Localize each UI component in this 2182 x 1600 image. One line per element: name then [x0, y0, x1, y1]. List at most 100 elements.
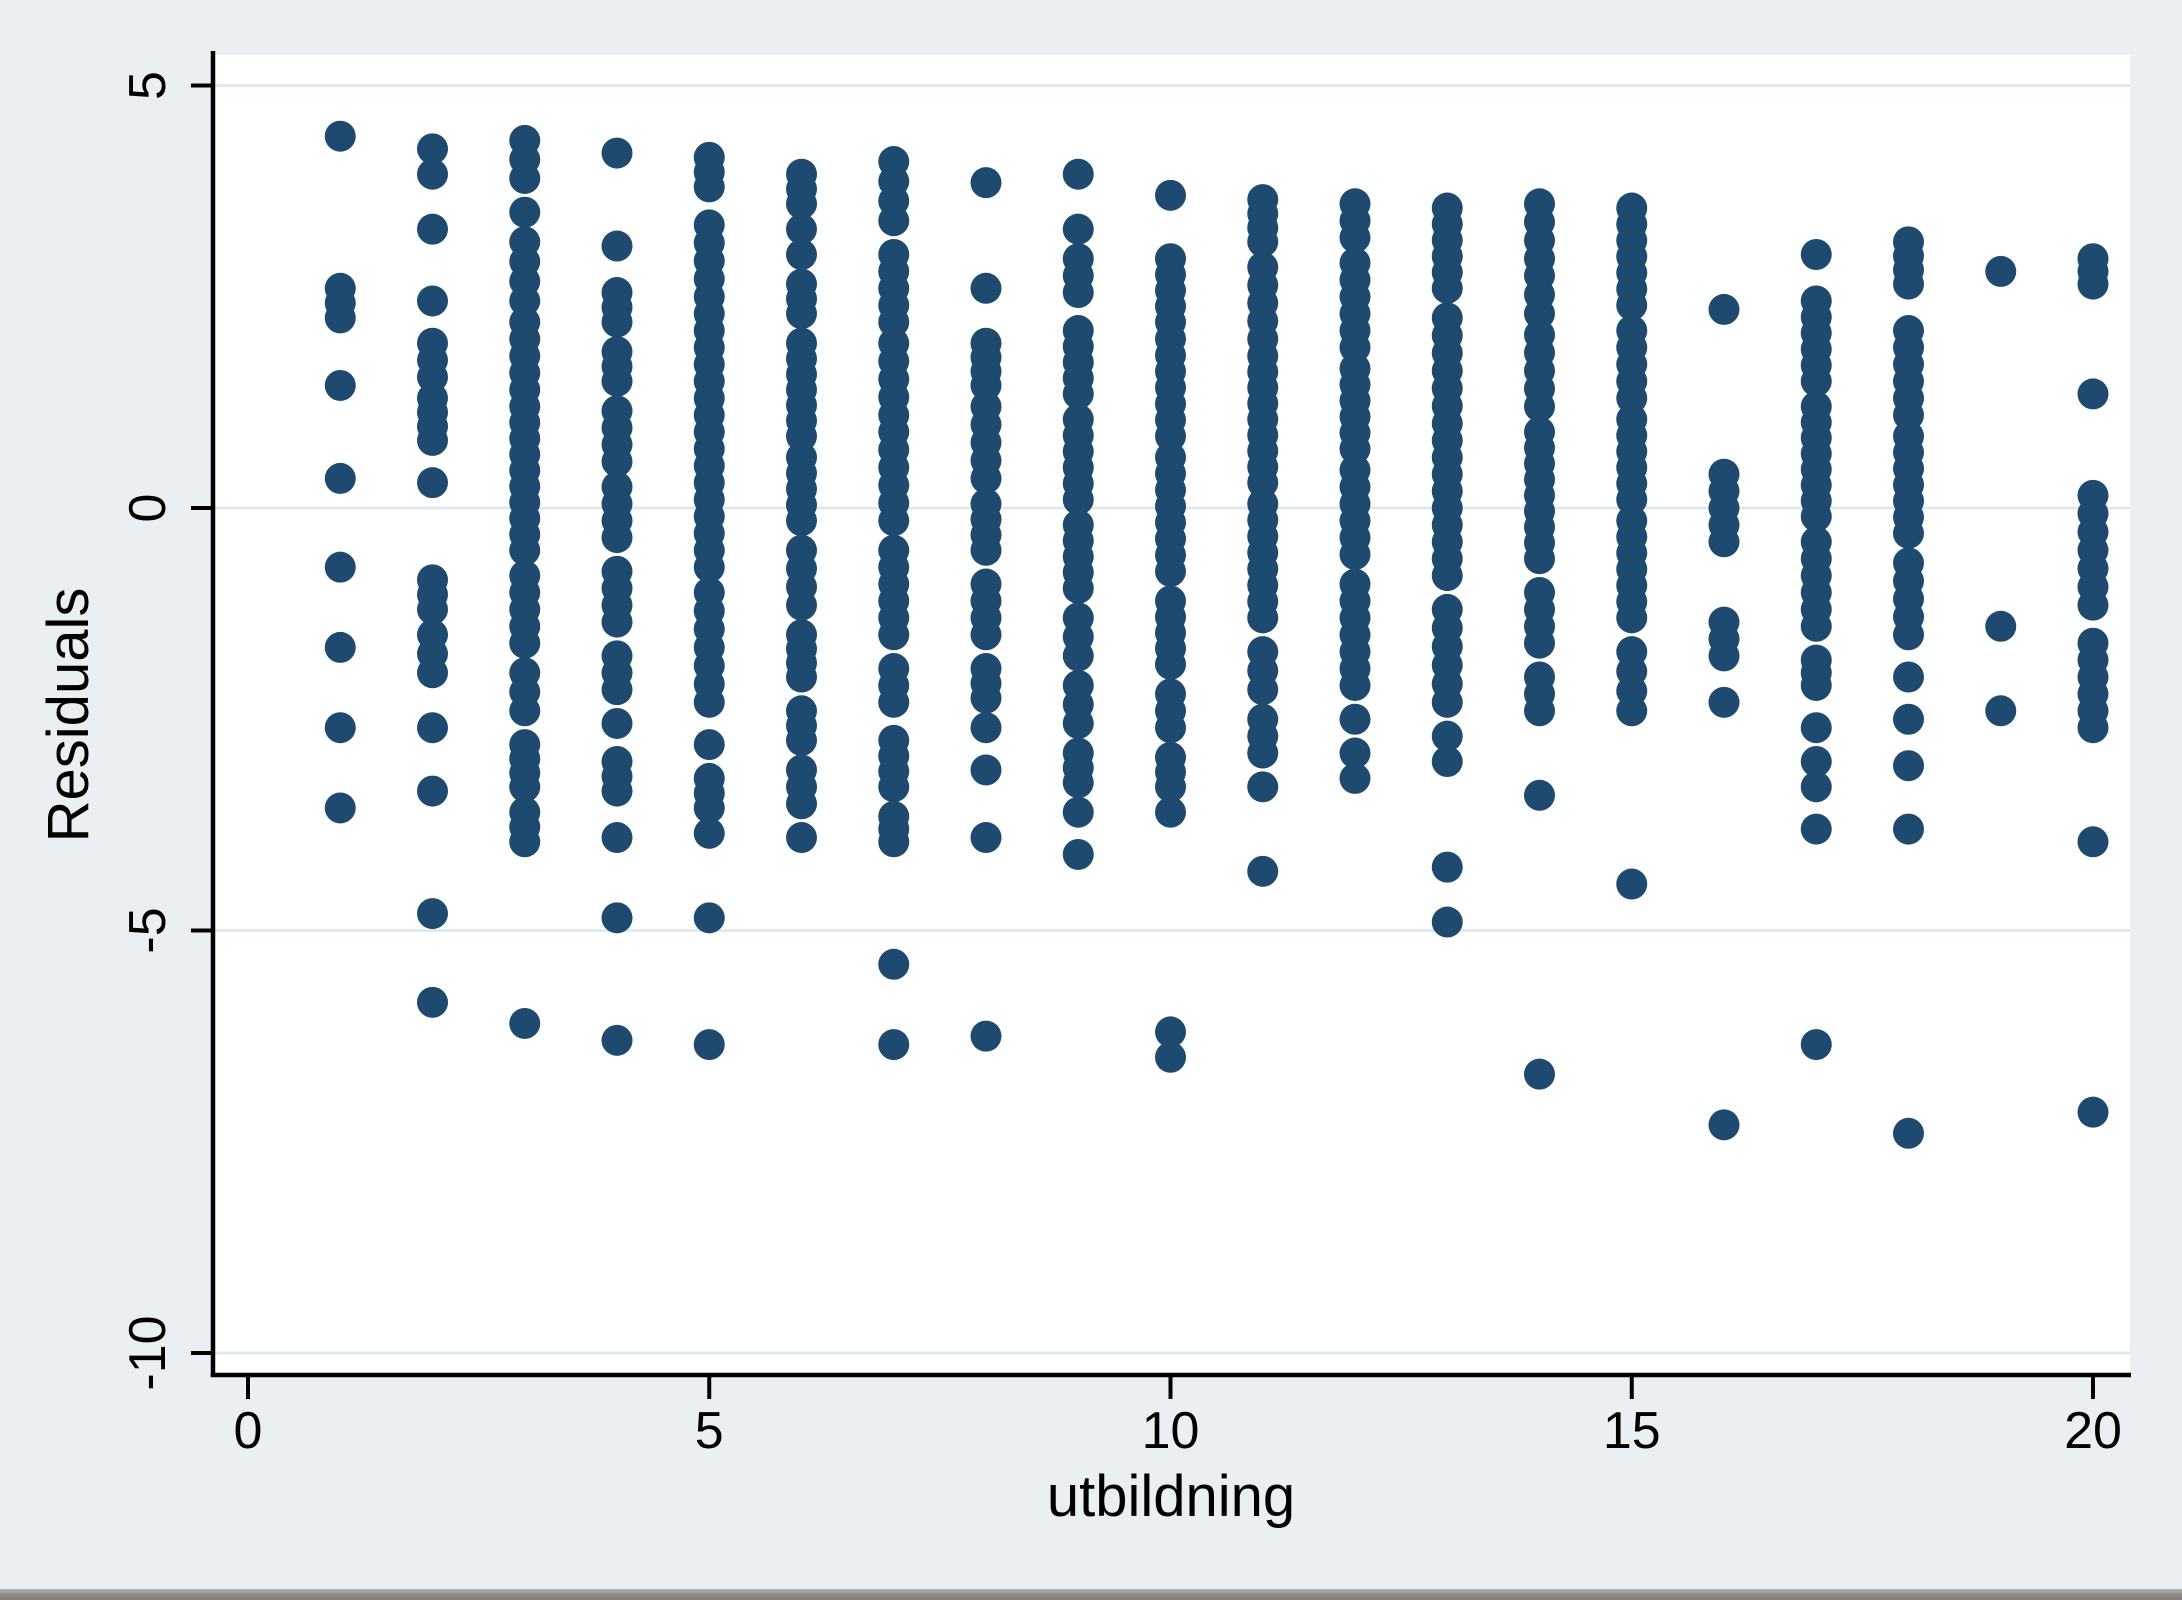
data-point [1155, 796, 1186, 828]
data-point [324, 631, 356, 663]
data-point [1062, 158, 1094, 190]
data-point [1524, 1058, 1555, 1090]
data-point [601, 902, 633, 934]
x-tick-label-20: 20 [2064, 1402, 2122, 1460]
data-point [601, 522, 633, 554]
data-point [1893, 619, 1924, 651]
data-point [509, 196, 541, 228]
data-point [1247, 226, 1279, 258]
data-point [1708, 640, 1740, 672]
data-point [693, 729, 725, 761]
data-point [693, 1029, 725, 1061]
data-point [324, 120, 356, 152]
data-point [786, 788, 817, 820]
data-point [786, 589, 817, 621]
data-point [417, 657, 448, 689]
data-point [1524, 779, 1555, 811]
data-point [1062, 378, 1094, 410]
data-point [1339, 669, 1371, 701]
data-point [1708, 526, 1740, 558]
data-point [1062, 640, 1094, 672]
data-point [1800, 365, 1832, 397]
data-point [1062, 277, 1094, 309]
data-point [601, 365, 633, 397]
data-point [324, 551, 356, 583]
data-point [1155, 771, 1186, 803]
data-point [1800, 746, 1832, 777]
data-point [509, 534, 541, 566]
data-point [1062, 707, 1094, 739]
y-tick-marks [191, 83, 213, 1355]
x-tick-labels: 0 5 10 15 20 [234, 1402, 2122, 1460]
data-point [417, 133, 448, 165]
data-point [878, 686, 910, 718]
data-point [417, 213, 448, 245]
data-point [1247, 771, 1279, 803]
data-point [878, 771, 910, 803]
data-point [1800, 500, 1832, 532]
data-point [601, 1024, 633, 1056]
data-point [1616, 695, 1648, 727]
data-point [970, 462, 1002, 494]
y-tick-label--10: -10 [119, 1315, 177, 1390]
data-point [1062, 767, 1094, 799]
data-point [1800, 813, 1832, 845]
data-point [601, 446, 633, 478]
data-point [970, 754, 1002, 786]
y-axis-title: Residuals [36, 588, 101, 843]
data-point [786, 213, 817, 245]
data-point [1893, 1117, 1924, 1149]
data-point [417, 158, 448, 190]
data-point [2077, 589, 2109, 621]
data-point [1431, 906, 1463, 938]
data-point [970, 1020, 1002, 1052]
data-point [2077, 712, 2109, 744]
data-point [786, 505, 817, 537]
data-point [1985, 610, 2017, 642]
data-point [1155, 555, 1186, 587]
data-point [1524, 391, 1555, 423]
data-point [2077, 378, 2109, 410]
data-point [1800, 712, 1832, 744]
data-point [693, 551, 725, 583]
data-point [1708, 293, 1740, 325]
data-point [786, 724, 817, 756]
data-point [1893, 703, 1924, 735]
scatter-points [324, 120, 2109, 1149]
data-point [1339, 762, 1371, 794]
data-point [970, 682, 1002, 714]
data-point [1616, 868, 1648, 900]
data-point [878, 948, 910, 980]
data-point [1339, 703, 1371, 735]
data-point [509, 771, 541, 803]
data-point [1708, 1109, 1740, 1141]
data-point [417, 593, 448, 625]
data-point [970, 534, 1002, 566]
data-point [1800, 610, 1832, 642]
x-tick-label-5: 5 [695, 1402, 724, 1460]
data-point [601, 674, 633, 706]
data-point [1524, 543, 1555, 575]
data-point [1062, 484, 1094, 516]
data-point [1155, 1041, 1186, 1073]
data-point [2077, 268, 2109, 300]
x-tick-label-10: 10 [1142, 1402, 1200, 1460]
data-point [1339, 737, 1371, 769]
data-point [693, 792, 725, 824]
y-tick-labels: 5 0 -5 -10 [119, 71, 177, 1391]
data-point [693, 817, 725, 849]
data-point [1155, 179, 1186, 211]
data-point [417, 775, 448, 807]
data-point [417, 424, 448, 456]
data-point [878, 505, 910, 537]
data-point [324, 369, 356, 401]
data-point [878, 619, 910, 651]
y-tick-label-0: 0 [119, 494, 177, 523]
data-point [1616, 602, 1648, 634]
data-point [1893, 813, 1924, 845]
data-point [417, 712, 448, 744]
data-point [1524, 627, 1555, 659]
data-point [786, 822, 817, 854]
data-point [1155, 712, 1186, 744]
